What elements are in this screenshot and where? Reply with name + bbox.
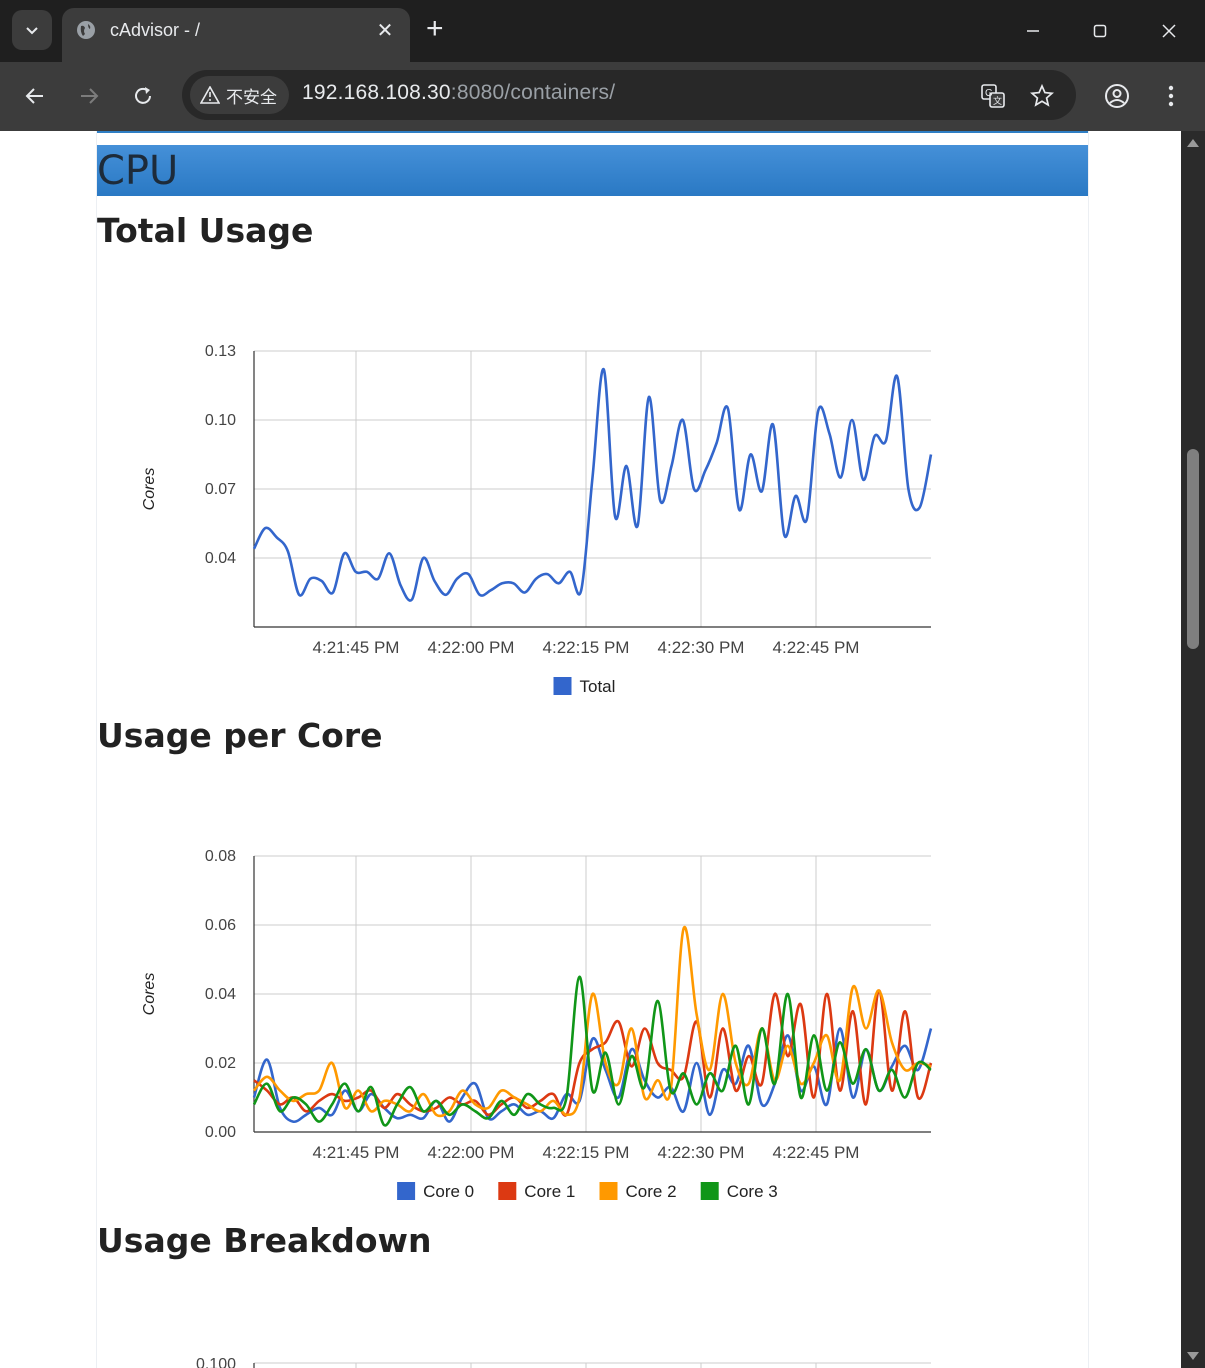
url-text: 192.168.108.30:8080/containers/ bbox=[302, 81, 615, 105]
y-tick-label: 0.06 bbox=[205, 917, 236, 934]
y-tick-label: 0.07 bbox=[205, 481, 236, 498]
globe-icon bbox=[77, 21, 95, 39]
cpu-section-title: CPU bbox=[97, 148, 179, 194]
y-tick-label: 0.00 bbox=[205, 1124, 236, 1141]
scroll-down-icon[interactable] bbox=[1187, 1352, 1199, 1360]
more-menu-icon[interactable] bbox=[1153, 78, 1189, 114]
x-tick-label: 4:21:45 PM bbox=[313, 638, 400, 657]
y-tick-label: 0.08 bbox=[205, 848, 236, 865]
scrollbar-thumb[interactable] bbox=[1187, 449, 1199, 649]
legend-swatch bbox=[498, 1182, 517, 1200]
y-tick-label: 0.10 bbox=[205, 412, 236, 429]
y-axis-title: Cores bbox=[141, 973, 158, 1016]
x-tick-label: 4:22:30 PM bbox=[658, 638, 745, 657]
maximize-icon[interactable] bbox=[1085, 16, 1115, 46]
warning-icon bbox=[200, 86, 220, 104]
tab-title: cAdvisor - / bbox=[110, 20, 201, 40]
url-host: 192.168.108.30 bbox=[302, 81, 451, 104]
series-line-core-2 bbox=[252, 925, 932, 1118]
legend-label: Core 3 bbox=[727, 1182, 778, 1201]
y-tick-label: 0.02 bbox=[205, 1055, 236, 1072]
vertical-scrollbar[interactable] bbox=[1181, 131, 1205, 1368]
minimize-icon[interactable] bbox=[1018, 16, 1048, 46]
y-tick-label: 0.13 bbox=[205, 343, 236, 360]
svg-text:G: G bbox=[985, 88, 993, 99]
y-tick-label: 0.04 bbox=[205, 550, 236, 567]
breakdown-heading: Usage Breakdown bbox=[97, 1221, 432, 1260]
legend-label: Core 1 bbox=[524, 1182, 575, 1201]
total-usage-chart: 0.13 0.10 0.07 0.04 4:21:45 PM 4:22:00 PM 4:22… bbox=[141, 343, 933, 696]
section-divider bbox=[97, 131, 1088, 133]
tab-search-button[interactable] bbox=[12, 10, 52, 50]
security-label: 不安全 bbox=[226, 87, 277, 107]
legend-label: Total bbox=[580, 677, 616, 696]
bookmark-star-icon[interactable] bbox=[1028, 82, 1056, 110]
page-viewport: CPU Total Usage 0.13 0.10 0.07 0.04 4:21:45 … bbox=[0, 131, 1181, 1368]
x-tick-label: 4:22:00 PM bbox=[428, 1143, 515, 1162]
x-tick-label: 4:21:45 PM bbox=[313, 1143, 400, 1162]
legend-label: Core 0 bbox=[423, 1182, 474, 1201]
x-tick-label: 4:22:15 PM bbox=[543, 638, 630, 657]
close-window-icon[interactable] bbox=[1154, 16, 1184, 46]
x-tick-label: 4:22:30 PM bbox=[658, 1143, 745, 1162]
legend-label: Core 2 bbox=[626, 1182, 677, 1201]
content-column: CPU Total Usage 0.13 0.10 0.07 0.04 4:21:45 … bbox=[96, 131, 1089, 1368]
browser-tab[interactable]: cAdvisor - / ✕ bbox=[62, 8, 410, 62]
x-tick-label: 4:22:45 PM bbox=[773, 1143, 860, 1162]
cpu-section-header: CPU bbox=[97, 145, 1088, 196]
forward-arrow-icon[interactable] bbox=[71, 78, 107, 114]
legend-swatch bbox=[700, 1182, 719, 1200]
scroll-up-icon[interactable] bbox=[1187, 139, 1199, 147]
url-path: :8080/containers/ bbox=[450, 81, 616, 104]
legend-swatch bbox=[553, 677, 572, 695]
total-usage-heading: Total Usage bbox=[97, 211, 314, 250]
browser-chrome: cAdvisor - / ✕ + 不安全 192.168.108.30 bbox=[0, 0, 1205, 131]
x-tick-label: 4:22:45 PM bbox=[773, 638, 860, 657]
reload-icon[interactable] bbox=[125, 78, 161, 114]
per-core-heading: Usage per Core bbox=[97, 716, 383, 755]
y-tick-label: 0.04 bbox=[205, 986, 236, 1003]
breakdown-chart: 0.100 bbox=[196, 1356, 931, 1368]
chevron-down-icon bbox=[26, 27, 38, 35]
profile-icon[interactable] bbox=[1099, 78, 1135, 114]
legend-swatch bbox=[397, 1182, 416, 1200]
tab-close-icon[interactable]: ✕ bbox=[376, 20, 394, 42]
tab-strip: cAdvisor - / ✕ + bbox=[0, 0, 1205, 62]
new-tab-button[interactable]: + bbox=[426, 12, 444, 45]
y-tick-label: 0.100 bbox=[196, 1356, 236, 1368]
series-line-core-3 bbox=[252, 975, 932, 1127]
series-line-core-0 bbox=[252, 1027, 933, 1124]
svg-text:文: 文 bbox=[993, 95, 1002, 107]
per-core-chart: 0.08 0.06 0.04 0.02 0.00 4:21:45 PM 4:22:00 PM… bbox=[141, 848, 933, 1201]
legend-swatch bbox=[599, 1182, 618, 1200]
series-line-total bbox=[252, 368, 933, 602]
y-axis-title: Cores bbox=[141, 468, 158, 511]
x-tick-label: 4:22:15 PM bbox=[543, 1143, 630, 1162]
security-chip[interactable]: 不安全 bbox=[190, 76, 289, 114]
back-arrow-icon[interactable] bbox=[17, 78, 53, 114]
x-tick-label: 4:22:00 PM bbox=[428, 638, 515, 657]
